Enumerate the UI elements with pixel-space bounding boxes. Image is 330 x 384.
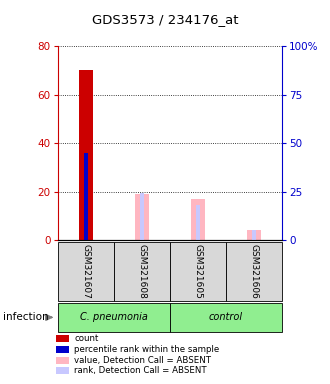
- Bar: [196, 205, 200, 240]
- Text: rank, Detection Call = ABSENT: rank, Detection Call = ABSENT: [74, 366, 207, 376]
- Bar: [83, 153, 88, 240]
- Text: control: control: [209, 312, 243, 323]
- Bar: [247, 230, 261, 240]
- Text: GDS3573 / 234176_at: GDS3573 / 234176_at: [92, 13, 238, 26]
- Text: percentile rank within the sample: percentile rank within the sample: [74, 345, 219, 354]
- Bar: [140, 194, 144, 240]
- Text: GSM321608: GSM321608: [137, 244, 147, 299]
- Bar: [252, 230, 256, 240]
- Text: infection: infection: [3, 312, 49, 323]
- Text: C. pneumonia: C. pneumonia: [80, 312, 148, 323]
- Bar: [191, 199, 205, 240]
- Text: GSM321606: GSM321606: [249, 244, 259, 299]
- Bar: [135, 194, 149, 240]
- Text: GSM321607: GSM321607: [81, 244, 90, 299]
- Text: value, Detection Call = ABSENT: value, Detection Call = ABSENT: [74, 356, 211, 365]
- Text: GSM321605: GSM321605: [193, 244, 203, 299]
- Text: count: count: [74, 334, 99, 343]
- Bar: [79, 70, 93, 240]
